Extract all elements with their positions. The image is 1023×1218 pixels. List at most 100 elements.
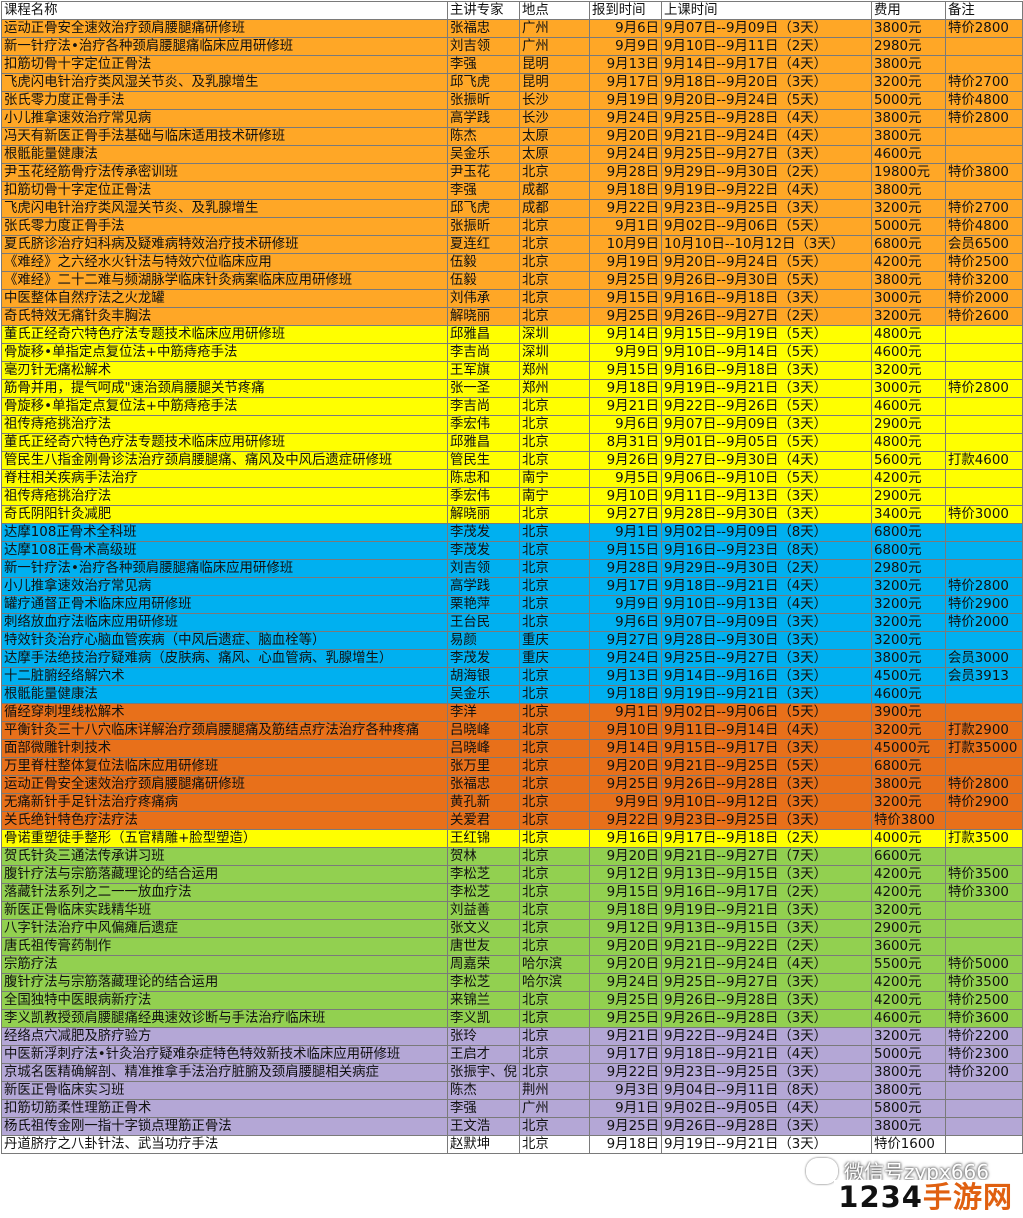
cell-note bbox=[945, 559, 1023, 578]
cell-report-date: 9月24日 bbox=[589, 973, 662, 992]
cell-report-date: 9月9日 bbox=[589, 343, 662, 362]
cell-fee: 4200元 bbox=[871, 865, 946, 884]
cell-fee: 4600元 bbox=[871, 145, 946, 164]
cell-class-time: 9月19日--9月21日（3天） bbox=[661, 901, 872, 920]
cell-course-name: 骨旋移•单指定点复位法+中筋痔疮手法 bbox=[1, 397, 448, 416]
cell-report-date: 9月1日 bbox=[589, 703, 662, 722]
cell-report-date: 9月24日 bbox=[589, 649, 662, 668]
cell-report-date: 9月24日 bbox=[589, 145, 662, 164]
site-logo: 1234手游网 bbox=[834, 1180, 1017, 1214]
cell-fee: 3200元 bbox=[871, 613, 946, 632]
cell-report-date: 9月16日 bbox=[589, 829, 662, 848]
cell-fee: 5800元 bbox=[871, 1099, 946, 1118]
cell-class-time: 9月23日--9月25日（3天） bbox=[661, 1063, 872, 1082]
table-row: 新一针疗法•治疗各种颈肩腰腿痛临床应用研修班 刘吉领 广州 9月9日 9月10日--9月… bbox=[1, 37, 1023, 56]
cell-class-time: 9月21日--9月24日（4天） bbox=[661, 955, 872, 974]
table-row: 刺络放血疗法临床应用研修班 王台民 北京 9月6日 9月07日--9月09日（3天） 32… bbox=[1, 613, 1023, 632]
table-row: 奇氏特效无痛针灸丰胸法 解晓丽 北京 9月25日 9月26日--9月27日（2天） 320… bbox=[1, 307, 1023, 326]
table-row: 张氏零力度正骨手法 张振昕 长沙 9月19日 9月20日--9月24日（5天） 5000元… bbox=[1, 91, 1023, 110]
cell-fee: 4800元 bbox=[871, 325, 946, 344]
cell-fee: 3200元 bbox=[871, 793, 946, 812]
cell-teacher: 李松芝 bbox=[447, 973, 520, 992]
cell-teacher: 陈杰 bbox=[447, 1081, 520, 1100]
cell-fee: 4600元 bbox=[871, 685, 946, 704]
cell-report-date: 9月22日 bbox=[589, 199, 662, 218]
cell-report-date: 9月14日 bbox=[589, 739, 662, 758]
cell-note: 特价2500 bbox=[945, 253, 1023, 272]
cell-report-date: 9月13日 bbox=[589, 667, 662, 686]
cell-note: 特价4800 bbox=[945, 217, 1023, 236]
cell-note: 特价3500 bbox=[945, 865, 1023, 884]
cell-teacher: 吴金乐 bbox=[447, 685, 520, 704]
cell-class-time: 9月10日--9月12日（3天） bbox=[661, 793, 872, 812]
cell-teacher: 刘吉领 bbox=[447, 559, 520, 578]
course-schedule-table: 课程名称 主讲专家 地点 报到时间 上课时间 费用 备注 运动正骨安全速效治疗颈… bbox=[1, 1, 1023, 1154]
table-row: 关氏绝针特色疗法疗法 关爱君 北京 9月22日 9月23日--9月25日（3天） 特价38… bbox=[1, 811, 1023, 830]
cell-course-name: 无痛新针手足针法治疗疼痛病 bbox=[1, 793, 448, 812]
cell-report-date: 9月20日 bbox=[589, 757, 662, 776]
cell-place: 北京 bbox=[519, 523, 590, 542]
cell-class-time: 9月18日--9月20日（3天） bbox=[661, 73, 872, 92]
cell-place: 北京 bbox=[519, 991, 590, 1010]
cell-note bbox=[945, 901, 1023, 920]
cell-teacher: 邱雅昌 bbox=[447, 325, 520, 344]
table-row: 筋骨并用，提气呵成"速治颈肩腰腿关节疼痛 张一圣 郑州 9月18日 9月19日--9月2… bbox=[1, 379, 1023, 398]
cell-note: 特价2300 bbox=[945, 1045, 1023, 1064]
cell-fee: 3800元 bbox=[871, 55, 946, 74]
cell-place: 北京 bbox=[519, 1135, 590, 1154]
cell-fee: 3800元 bbox=[871, 271, 946, 290]
cell-teacher: 李吉尚 bbox=[447, 343, 520, 362]
cell-report-date: 9月10日 bbox=[589, 487, 662, 506]
cell-teacher: 吴金乐 bbox=[447, 145, 520, 164]
cell-teacher: 李松芝 bbox=[447, 883, 520, 902]
cell-report-date: 9月20日 bbox=[589, 847, 662, 866]
cell-place: 北京 bbox=[519, 433, 590, 452]
header-fee: 费用 bbox=[871, 1, 946, 20]
cell-class-time: 9月19日--9月21日（3天） bbox=[661, 685, 872, 704]
cell-report-date: 9月25日 bbox=[589, 1009, 662, 1028]
cell-teacher: 邱飞虎 bbox=[447, 199, 520, 218]
cell-course-name: 刺络放血疗法临床应用研修班 bbox=[1, 613, 448, 632]
cell-class-time: 9月16日--9月18日（3天） bbox=[661, 361, 872, 380]
cell-report-date: 9月17日 bbox=[589, 577, 662, 596]
cell-teacher: 高学践 bbox=[447, 109, 520, 128]
cell-place: 南宁 bbox=[519, 469, 590, 488]
cell-class-time: 9月07日--9月09日（3天） bbox=[661, 613, 872, 632]
cell-course-name: 骨旋移•单指定点复位法+中筋痔疮手法 bbox=[1, 343, 448, 362]
cell-note bbox=[945, 1117, 1023, 1136]
cell-class-time: 9月26日--9月27日（2天） bbox=[661, 307, 872, 326]
cell-report-date: 9月24日 bbox=[589, 109, 662, 128]
cell-course-name: 八字针法治疗中风偏瘫后遗症 bbox=[1, 919, 448, 938]
table-row: 扣筋切骨十字定位正骨法 李强 成都 9月18日 9月19日--9月22日（4天） 3800… bbox=[1, 181, 1023, 200]
table-row: 十二脏腑经络解穴术 胡海银 北京 9月13日 9月14日--9月16日（3天） 4500元… bbox=[1, 667, 1023, 686]
table-row: 平衡针灸三十八穴临床详解治疗颈肩腰腿痛及筋结点疗法治疗各种疼痛 吕晓峰 北京 9月10… bbox=[1, 721, 1023, 740]
cell-note bbox=[945, 325, 1023, 344]
cell-fee: 3200元 bbox=[871, 1027, 946, 1046]
cell-note: 特价3200 bbox=[945, 1063, 1023, 1082]
cell-fee: 5500元 bbox=[871, 955, 946, 974]
cell-class-time: 9月22日--9月24日（3天） bbox=[661, 1027, 872, 1046]
cell-teacher: 吕晓峰 bbox=[447, 721, 520, 740]
cell-fee: 4000元 bbox=[871, 829, 946, 848]
cell-course-name: 奇氏阴阳针灸减肥 bbox=[1, 505, 448, 524]
cell-teacher: 张玲 bbox=[447, 1027, 520, 1046]
cell-place: 北京 bbox=[519, 397, 590, 416]
cell-class-time: 9月19日--9月21日（3天） bbox=[661, 379, 872, 398]
cell-place: 北京 bbox=[519, 775, 590, 794]
table-row: 根骶能量健康法 吴金乐 太原 9月24日 9月25日--9月27日（3天） 4600元 bbox=[1, 145, 1023, 164]
cell-course-name: 飞虎闪电针治疗类风湿关节炎、及乳腺增生 bbox=[1, 73, 448, 92]
cell-fee: 4600元 bbox=[871, 397, 946, 416]
cell-fee: 3200元 bbox=[871, 901, 946, 920]
cell-report-date: 10月9日 bbox=[589, 235, 662, 254]
table-row: 新一针疗法•治疗各种颈肩腰腿痛临床应用研修班 刘吉领 北京 9月28日 9月29日--9… bbox=[1, 559, 1023, 578]
cell-note bbox=[945, 685, 1023, 704]
cell-class-time: 9月20日--9月24日（5天） bbox=[661, 91, 872, 110]
cell-teacher: 王文浩 bbox=[447, 1117, 520, 1136]
cell-report-date: 9月12日 bbox=[589, 865, 662, 884]
cell-place: 北京 bbox=[519, 811, 590, 830]
cell-course-name: 达摩108正骨术高级班 bbox=[1, 541, 448, 560]
cell-fee: 2900元 bbox=[871, 487, 946, 506]
cell-class-time: 9月10日--9月14日（5天） bbox=[661, 343, 872, 362]
cell-place: 北京 bbox=[519, 217, 590, 236]
cell-place: 北京 bbox=[519, 613, 590, 632]
